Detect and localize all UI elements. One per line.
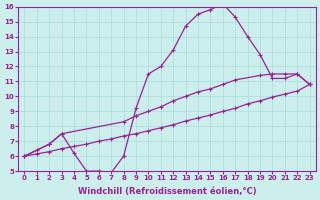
X-axis label: Windchill (Refroidissement éolien,°C): Windchill (Refroidissement éolien,°C) [78, 187, 256, 196]
